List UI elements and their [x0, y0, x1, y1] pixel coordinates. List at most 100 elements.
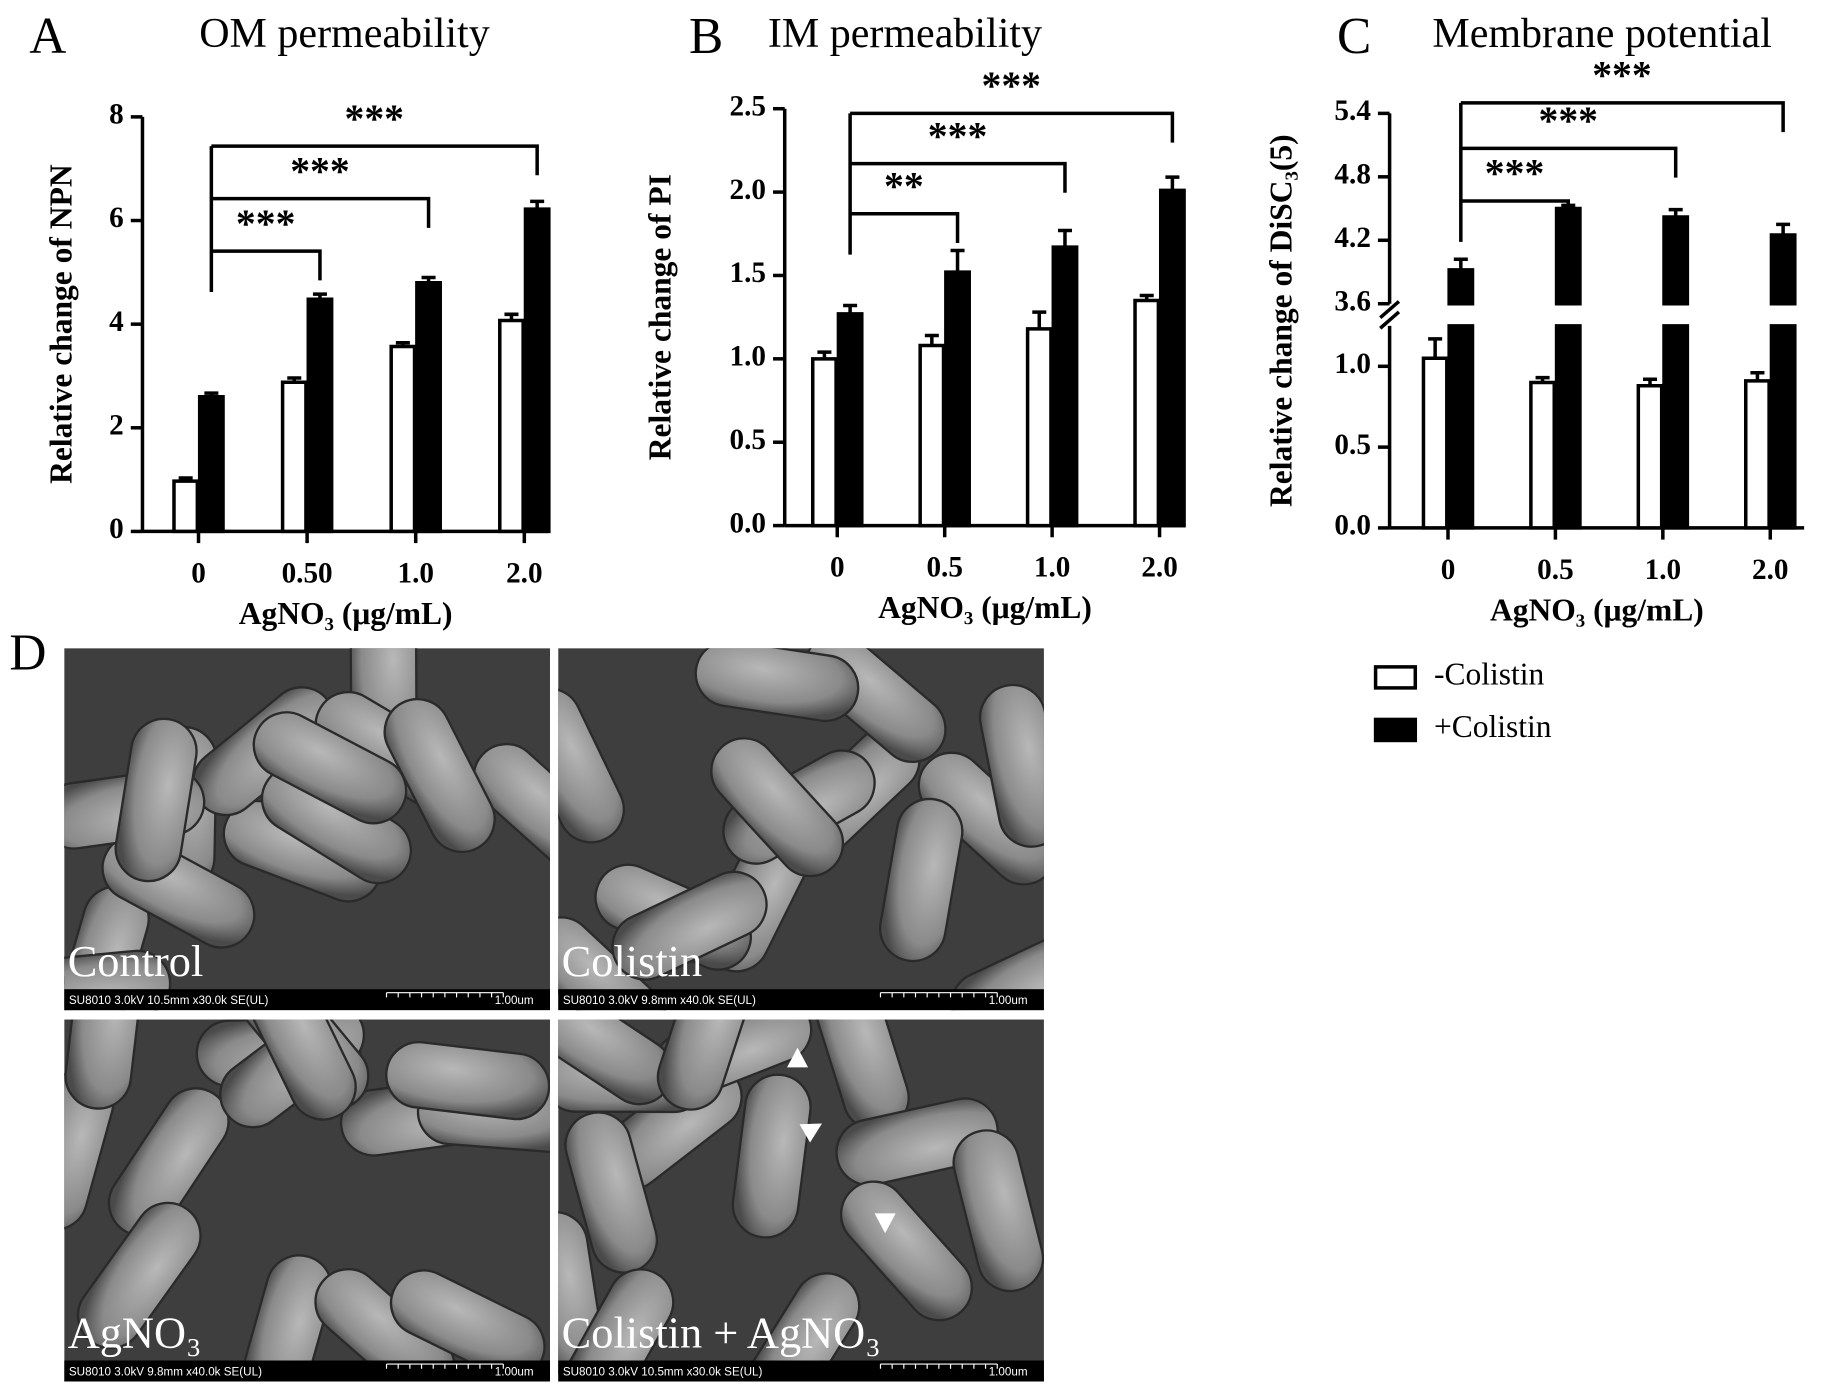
chart-title: IM permeability — [768, 11, 1042, 57]
cell — [710, 737, 845, 878]
micrograph: SU8010 3.0kV 10.5mm x30.0k SE(UL) 1.00um C… — [64, 648, 551, 1011]
scale-label: 1.00um — [495, 994, 534, 1007]
cell — [731, 1073, 812, 1239]
significance-label: *** — [236, 202, 296, 246]
x-tick-label: 0.5 — [1537, 554, 1573, 586]
cell — [656, 1019, 755, 1111]
panel-label: A — [29, 8, 66, 65]
bar — [1051, 245, 1079, 528]
cell — [558, 687, 625, 844]
bar — [306, 297, 334, 534]
bracket — [211, 144, 539, 176]
bar — [1662, 215, 1690, 530]
error-bar — [1668, 207, 1683, 218]
y-tick-label: 0.5 — [730, 424, 766, 456]
error-bar — [1032, 310, 1047, 329]
x-tick-label: 0.5 — [926, 552, 962, 584]
info-bar — [558, 989, 1044, 1011]
x-tick-label: 1.0 — [397, 558, 433, 590]
cell — [839, 1180, 973, 1322]
image-caption: SU8010 3.0kV 10.5mm x30.0k SE(UL) — [563, 1365, 763, 1378]
bar — [1636, 383, 1664, 530]
cell — [107, 1087, 230, 1237]
bar — [1769, 233, 1797, 530]
chart-title: Membrane potential — [1432, 11, 1772, 57]
bar — [172, 479, 200, 534]
legend-label: +Colistin — [1434, 709, 1552, 744]
error-bar — [1057, 228, 1072, 248]
axis-break — [1379, 300, 1401, 320]
info-bar — [64, 1360, 551, 1382]
error-bar — [1750, 371, 1765, 381]
significance-label: *** — [1538, 99, 1598, 143]
chart-title: OM permeability — [199, 11, 490, 57]
x-tick-label: 2.0 — [1752, 554, 1788, 586]
cell — [950, 929, 1044, 1011]
bar — [1421, 356, 1449, 530]
bar — [918, 343, 946, 528]
bar — [1744, 379, 1771, 530]
info-bar — [64, 989, 551, 1011]
scale-label: 1.00um — [495, 1365, 534, 1378]
x-tick-label: 1.0 — [1034, 552, 1070, 584]
image-caption: SU8010 3.0kV 10.5mm x30.0k SE(UL) — [69, 994, 269, 1007]
panel-label: B — [689, 8, 723, 65]
error-bar — [1139, 293, 1154, 301]
x-axis-label: AgNO₃ (μg/mL) — [239, 596, 453, 631]
bar — [498, 318, 525, 534]
bar — [836, 312, 864, 528]
y-tick-label: 2.0 — [730, 174, 766, 206]
error-bar — [1453, 257, 1468, 270]
x-tick-label: 2.0 — [506, 558, 542, 590]
bar — [1158, 188, 1186, 528]
y-axis-label: Relative change of PI — [643, 174, 678, 460]
scale-bar — [879, 1363, 998, 1369]
scale-label: 1.00um — [989, 1365, 1028, 1378]
axis-break — [1379, 310, 1401, 330]
cell — [76, 1201, 202, 1350]
bracket — [850, 212, 960, 244]
y-tick-label: 4.2 — [1334, 222, 1370, 254]
y-tick-label: 0.0 — [730, 507, 766, 539]
image-body: SU8010 3.0kV 10.5mm x30.0k SE(UL) 1.00um C… — [64, 648, 551, 1011]
info-bar — [558, 1360, 1044, 1382]
y-tick-label: 6 — [109, 202, 124, 234]
x-tick-label: 2.0 — [1141, 552, 1177, 584]
image-body: SU8010 3.0kV 9.8mm x40.0k SE(UL) 1.00um Co… — [558, 648, 1044, 1011]
cell — [383, 697, 496, 854]
x-tick-label: 0 — [191, 558, 206, 590]
cell — [879, 797, 964, 963]
arrowhead — [799, 1123, 822, 1143]
cell — [385, 1040, 551, 1121]
error-bar — [178, 476, 193, 482]
error-bar — [312, 292, 327, 300]
significance-label: *** — [981, 64, 1041, 108]
error-bar — [421, 275, 436, 283]
error-bar — [395, 341, 410, 347]
y-tick-label: 8 — [109, 99, 124, 131]
error-bar — [1428, 337, 1443, 359]
x-tick-label: 0.50 — [282, 558, 333, 590]
x-tick-label: 0 — [830, 552, 845, 584]
bar — [1554, 206, 1582, 530]
x-tick-label: 0 — [1441, 554, 1456, 586]
y-axis-label: Relative change of NPN — [43, 164, 78, 484]
significance-label: *** — [344, 97, 404, 141]
bar — [810, 357, 838, 528]
bracket — [211, 196, 431, 228]
bar — [523, 207, 551, 534]
scale-bar — [385, 992, 504, 998]
x-axis-label: AgNO₃ (μg/mL) — [878, 590, 1092, 625]
y-tick-label: 5.4 — [1334, 95, 1371, 127]
bracket — [1460, 146, 1678, 178]
bar — [415, 280, 442, 534]
micrograph: SU8010 3.0kV 9.8mm x40.0k SE(UL) 1.00um Ag… — [64, 1019, 551, 1382]
micrograph: SU8010 3.0kV 10.5mm x30.0k SE(UL) 1.00um C… — [558, 1019, 1044, 1382]
cell — [694, 648, 860, 723]
panel-label: C — [1337, 8, 1371, 65]
y-tick-label: 1.5 — [730, 257, 766, 289]
significance-label: *** — [928, 114, 988, 158]
cell — [978, 683, 1044, 848]
image-body: SU8010 3.0kV 10.5mm x30.0k SE(UL) 1.00um C… — [558, 1019, 1044, 1382]
image-label: Colistin + AgNO₃ — [562, 1307, 881, 1357]
